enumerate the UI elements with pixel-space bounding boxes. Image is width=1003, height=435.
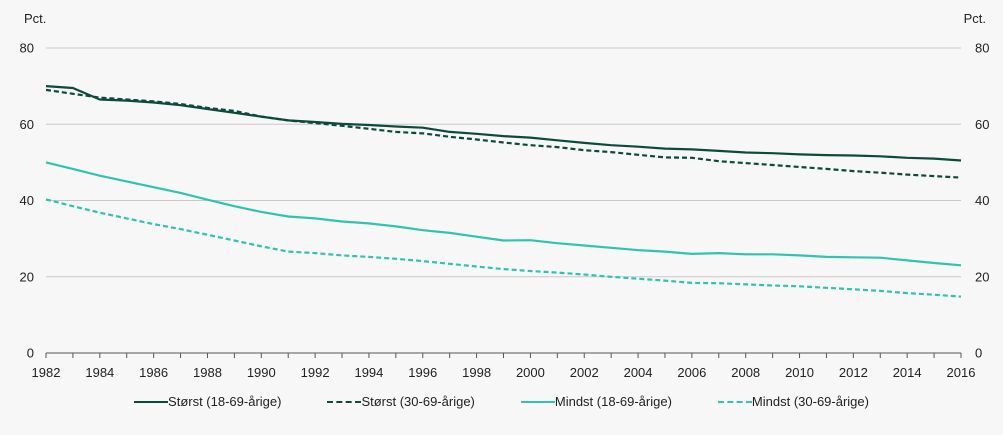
legend-label: Mindst (30-69-årige) [752,394,869,409]
x-tick-label: 1994 [354,365,383,380]
legend-item: Størst (30-69-årige) [327,394,474,409]
series-line-3 [46,162,961,265]
legend-label: Størst (30-69-årige) [361,394,474,409]
legend-item: Størst (18-69-årige) [134,394,281,409]
x-tick-label: 2006 [677,365,706,380]
y-tick-label-left: 20 [20,269,34,284]
legend-item: Mindst (30-69-årige) [718,394,869,409]
y-tick-label-left: 80 [20,41,34,56]
y-unit-left: Pct. [24,11,46,26]
series-line-1 [46,86,961,160]
x-tick-label: 1990 [247,365,276,380]
legend-swatch [327,401,361,403]
legend-swatch [718,401,752,403]
y-tick-label-right: 40 [975,193,989,208]
x-tick-label: 2012 [839,365,868,380]
x-tick-label: 1988 [193,365,222,380]
line-chart: Pct. Pct. 0 0 20 20 40 40 60 60 80 80 1982 1984 1986 19… [0,0,1003,390]
x-tick-label: 1982 [32,365,61,380]
x-tick-label: 2014 [893,365,922,380]
x-tick-label: 2010 [785,365,814,380]
legend-swatch [521,401,555,403]
legend-label: Størst (18-69-årige) [168,394,281,409]
y-tick-label-right: 60 [975,117,989,132]
x-tick-label: 2004 [624,365,653,380]
legend-swatch [134,401,168,403]
y-tick-label-left: 0 [27,346,34,361]
y-tick-label-right: 20 [975,269,989,284]
legend-label: Mindst (18-69-årige) [555,394,672,409]
x-tick-label: 1984 [85,365,114,380]
x-tick-label: 2008 [731,365,760,380]
series-line-2 [46,90,961,178]
y-tick-label-right: 0 [975,346,982,361]
x-tick-label: 1998 [462,365,491,380]
y-tick-label-right: 80 [975,41,989,56]
legend-item: Mindst (18-69-årige) [521,394,672,409]
x-tick-label: 2016 [947,365,976,380]
x-tick-label: 2000 [516,365,545,380]
y-unit-right: Pct. [964,11,986,26]
y-tick-label-left: 60 [20,117,34,132]
y-tick-label-left: 40 [20,193,34,208]
x-tick-label: 1996 [408,365,437,380]
legend: Størst (18-69-årige) Størst (30-69-årige)… [0,394,1003,409]
x-tick-label: 1986 [139,365,168,380]
x-tick-label: 1992 [301,365,330,380]
series-line-4 [46,199,961,296]
x-tick-label: 2002 [570,365,599,380]
